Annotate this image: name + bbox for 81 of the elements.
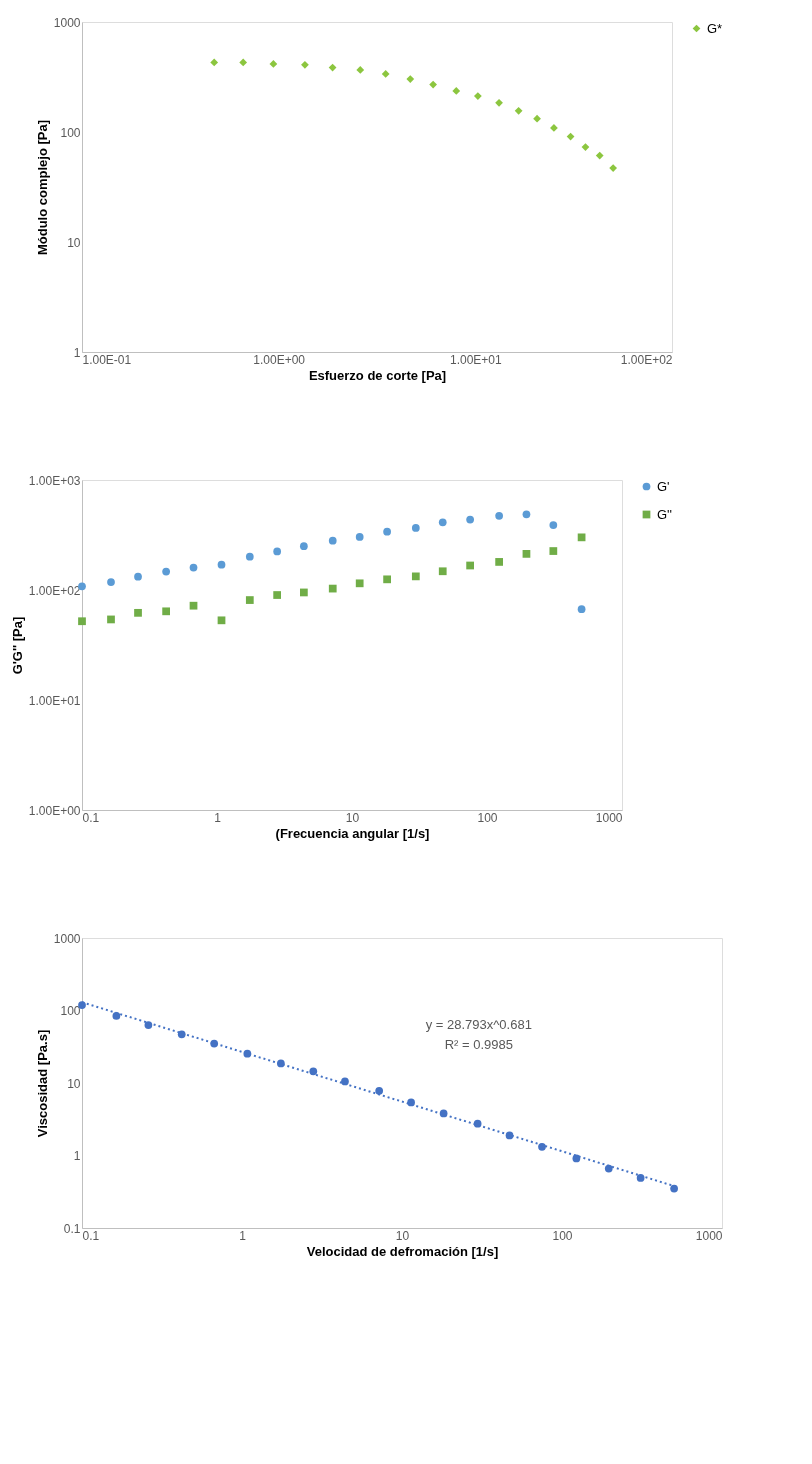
y-axis-title: G'G'' [Pa] — [9, 616, 25, 675]
annotation: y = 28.793x^0.681 — [425, 1017, 532, 1032]
point — [78, 617, 86, 626]
point — [177, 1030, 186, 1039]
point — [670, 1184, 678, 1193]
point — [577, 605, 586, 613]
x-axis-title: (Frecuencia angular [1/s] — [275, 825, 430, 841]
point — [438, 518, 447, 527]
point — [466, 561, 475, 570]
x-tick-label: 1.00E+00 — [253, 352, 306, 367]
point — [328, 536, 337, 545]
point — [341, 1077, 349, 1086]
y-tick-label: 1 — [73, 1149, 81, 1163]
y-tick-label: 100 — [60, 1004, 81, 1018]
point — [538, 1142, 546, 1151]
point — [189, 563, 198, 572]
point — [189, 601, 198, 610]
x-tick-label: 1 — [214, 810, 222, 825]
point — [383, 527, 391, 536]
point — [273, 547, 282, 556]
point — [466, 515, 475, 524]
y-axis-title: Viscosidad [Pa.s] — [34, 1029, 50, 1138]
point — [355, 533, 364, 541]
y-tick-label: 1000 — [53, 931, 81, 946]
y-tick-label: 1000 — [53, 15, 81, 30]
x-tick-label: 1000 — [595, 810, 623, 825]
legend-label: G'' — [657, 506, 673, 522]
point — [245, 596, 254, 604]
point — [78, 1001, 86, 1009]
point — [112, 1012, 121, 1020]
point — [495, 558, 504, 566]
y-tick-label: 10 — [67, 235, 81, 250]
x-axis-title: Velocidad de defromación [1/s] — [306, 1243, 499, 1259]
point — [383, 575, 391, 584]
point — [144, 1021, 153, 1029]
legend-label: G* — [707, 20, 723, 36]
point — [309, 1067, 318, 1076]
point — [375, 1086, 384, 1095]
point — [217, 560, 226, 569]
x-tick-label: 1.00E+02 — [620, 352, 673, 367]
point — [134, 608, 142, 617]
point — [107, 615, 115, 624]
point — [604, 1164, 613, 1173]
point — [411, 572, 420, 581]
point — [549, 547, 558, 555]
y-tick-label: 1.00E+02 — [28, 583, 81, 598]
x-axis-title: Esfuerzo de corte [Pa] — [308, 367, 447, 383]
x-tick-label: 1 — [239, 1228, 247, 1243]
y-axis-title: Módulo complejo [Pa] — [34, 119, 50, 256]
x-tick-label: 1000 — [695, 1228, 723, 1243]
point — [438, 567, 447, 576]
point — [522, 510, 531, 519]
y-tick-label: 10 — [67, 1076, 81, 1091]
annotation: R² = 0.9985 — [444, 1037, 513, 1052]
point — [107, 578, 115, 586]
y-tick-label: 1.00E+01 — [28, 693, 81, 708]
y-tick-label: 1.00E+03 — [28, 473, 81, 488]
point — [162, 567, 171, 576]
x-tick-label: 100 — [552, 1228, 573, 1243]
point — [299, 588, 308, 597]
x-tick-label: 1.00E-01 — [82, 352, 132, 367]
point — [273, 591, 282, 599]
point — [328, 584, 337, 593]
point — [549, 521, 558, 529]
legend-label: G' — [657, 478, 670, 494]
x-tick-label: 1.00E+01 — [449, 352, 503, 367]
point — [636, 1174, 645, 1182]
point — [162, 607, 171, 616]
point — [411, 524, 420, 532]
y-tick-label: 100 — [60, 125, 81, 140]
point — [495, 511, 504, 520]
point — [522, 550, 531, 558]
point — [355, 579, 364, 588]
x-tick-label: 10 — [345, 810, 360, 825]
x-tick-label: 100 — [477, 810, 498, 825]
x-tick-label: 10 — [395, 1228, 410, 1243]
point — [299, 542, 308, 551]
point — [577, 533, 586, 542]
point — [134, 572, 142, 581]
point — [217, 616, 226, 625]
point — [245, 552, 254, 561]
